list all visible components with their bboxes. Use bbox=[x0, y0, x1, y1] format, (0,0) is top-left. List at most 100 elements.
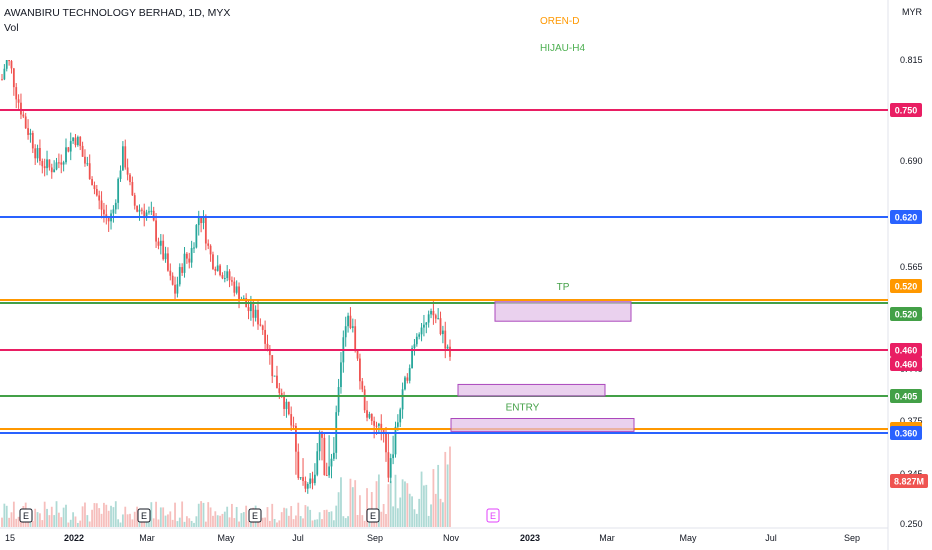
candle-body bbox=[183, 253, 186, 273]
candle-body bbox=[81, 145, 84, 157]
volume-bar bbox=[159, 507, 162, 527]
volume-bar bbox=[432, 469, 435, 527]
volume-bar bbox=[188, 518, 191, 527]
candle-body bbox=[117, 178, 120, 203]
volume-bar bbox=[313, 519, 316, 527]
x-tick-label: Jul bbox=[292, 533, 304, 543]
volume-bar bbox=[8, 517, 11, 527]
price-label-text: 0.360 bbox=[895, 429, 918, 439]
candle-body bbox=[404, 377, 406, 390]
volume-bar bbox=[15, 518, 18, 527]
volume-bar bbox=[152, 518, 155, 527]
earnings-marker bbox=[19, 508, 33, 523]
volume-bar bbox=[10, 512, 13, 527]
candle-body bbox=[103, 209, 105, 215]
volume-bar bbox=[354, 480, 357, 527]
volume-bar bbox=[299, 516, 302, 527]
candle-body bbox=[297, 451, 300, 478]
volume-bar bbox=[100, 513, 103, 527]
volume-bar bbox=[93, 503, 96, 527]
candle-body bbox=[444, 330, 447, 349]
volume-bar bbox=[330, 511, 333, 527]
candle-body bbox=[74, 137, 77, 146]
candle-body bbox=[228, 271, 231, 281]
volume-label: Vol bbox=[4, 22, 19, 34]
volume-bar bbox=[318, 512, 321, 527]
volume-bar bbox=[167, 514, 169, 527]
candle-body bbox=[231, 280, 233, 282]
volume-bar bbox=[150, 502, 153, 527]
candle-body bbox=[418, 334, 421, 337]
volume-bar bbox=[62, 507, 65, 527]
volume-bar bbox=[226, 506, 229, 527]
candle-body bbox=[321, 431, 323, 438]
candle-body bbox=[190, 248, 193, 263]
volume-bar bbox=[112, 507, 115, 527]
price-label-text: 0.520 bbox=[895, 282, 918, 292]
volume-bar bbox=[344, 518, 347, 527]
candle-body bbox=[247, 307, 250, 312]
candle-body bbox=[48, 159, 51, 168]
candle-body bbox=[22, 114, 25, 117]
candle-body bbox=[1, 79, 3, 81]
currency-label: MYR bbox=[902, 7, 922, 17]
volume-bar bbox=[12, 501, 15, 527]
candle-body bbox=[271, 355, 274, 377]
candle-body bbox=[266, 343, 269, 349]
volume-bar bbox=[295, 515, 297, 527]
candle-body bbox=[148, 211, 150, 213]
candle-body bbox=[268, 348, 271, 356]
volume-bar bbox=[36, 512, 39, 527]
candle-body bbox=[233, 281, 236, 293]
volume-bar bbox=[444, 451, 447, 527]
candle-body bbox=[39, 148, 41, 161]
volume-bar bbox=[131, 519, 134, 527]
zone-label-tp: TP bbox=[557, 282, 570, 293]
candle-body bbox=[46, 159, 48, 169]
volume-bar bbox=[103, 502, 105, 527]
price-label-box bbox=[890, 210, 922, 224]
candle-body bbox=[3, 68, 6, 80]
candle-body bbox=[43, 166, 46, 169]
volume-bar bbox=[117, 519, 120, 527]
volume-bar bbox=[356, 515, 359, 527]
candle-body bbox=[415, 336, 418, 345]
candle-body bbox=[368, 413, 371, 418]
candle-body bbox=[209, 245, 212, 255]
candle-body bbox=[332, 452, 335, 459]
zone-label-entry: ENTRY bbox=[506, 403, 540, 414]
candle-body bbox=[375, 425, 378, 427]
candle-body bbox=[20, 102, 22, 115]
volume-bar bbox=[50, 506, 53, 527]
volume-bar bbox=[3, 503, 6, 527]
volume-bar bbox=[228, 517, 231, 527]
candle-body bbox=[259, 324, 262, 326]
candle-body bbox=[380, 423, 383, 429]
y-tick-label: 0.375 bbox=[900, 416, 923, 426]
volume-bar bbox=[212, 515, 214, 527]
candle-body bbox=[143, 210, 146, 218]
volume-bar bbox=[449, 446, 451, 527]
candle-body bbox=[408, 368, 411, 381]
volume-bar bbox=[91, 509, 93, 527]
candle-body bbox=[93, 185, 96, 190]
volume-bar bbox=[214, 511, 217, 527]
volume-bar bbox=[366, 488, 368, 527]
earnings-marker bbox=[248, 508, 262, 523]
candle-body bbox=[359, 358, 361, 382]
earnings-marker-label: E bbox=[141, 511, 147, 521]
volume-bar bbox=[266, 507, 269, 527]
volume-bar bbox=[143, 522, 146, 527]
candle-body bbox=[159, 240, 162, 246]
candle-body bbox=[27, 128, 29, 135]
candle-body bbox=[76, 136, 79, 146]
volume-bar bbox=[247, 521, 250, 527]
volume-bar bbox=[202, 502, 205, 527]
volume-bar bbox=[280, 512, 283, 527]
y-tick-label: 0.815 bbox=[900, 55, 923, 65]
candle-body bbox=[145, 212, 148, 218]
volume-bar bbox=[41, 520, 44, 527]
candle-body bbox=[107, 217, 110, 222]
candle-body bbox=[252, 303, 255, 318]
